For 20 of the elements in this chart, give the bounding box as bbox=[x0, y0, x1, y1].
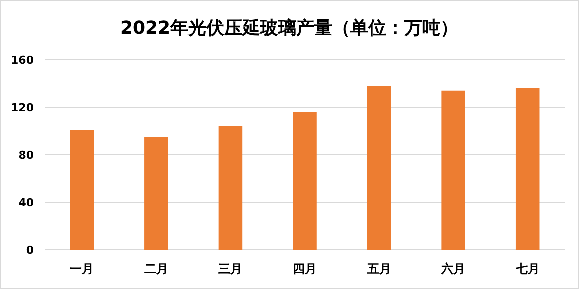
x-tick-label: 七月 bbox=[514, 262, 540, 276]
x-tick-label: 四月 bbox=[293, 262, 317, 276]
bar bbox=[293, 112, 317, 250]
y-tick-label: 120 bbox=[11, 102, 34, 114]
chart-title: 2022年光伏压延玻璃产量（单位：万吨） bbox=[120, 18, 459, 39]
y-tick-label: 0 bbox=[26, 244, 34, 257]
y-tick-label: 80 bbox=[18, 149, 34, 162]
bar bbox=[442, 90, 466, 250]
x-tick-label: 一月 bbox=[70, 262, 94, 276]
bar bbox=[516, 88, 540, 250]
y-tick-label: 160 bbox=[11, 54, 34, 67]
bar bbox=[367, 86, 392, 250]
x-tick-label: 五月 bbox=[366, 262, 392, 276]
x-tick-label: 二月 bbox=[144, 262, 168, 276]
x-tick-label: 六月 bbox=[440, 262, 466, 276]
y-tick-label: 40 bbox=[18, 196, 34, 210]
bar bbox=[144, 137, 168, 250]
bar bbox=[70, 130, 94, 250]
bar bbox=[218, 126, 243, 250]
x-tick-label: 三月 bbox=[218, 262, 243, 276]
